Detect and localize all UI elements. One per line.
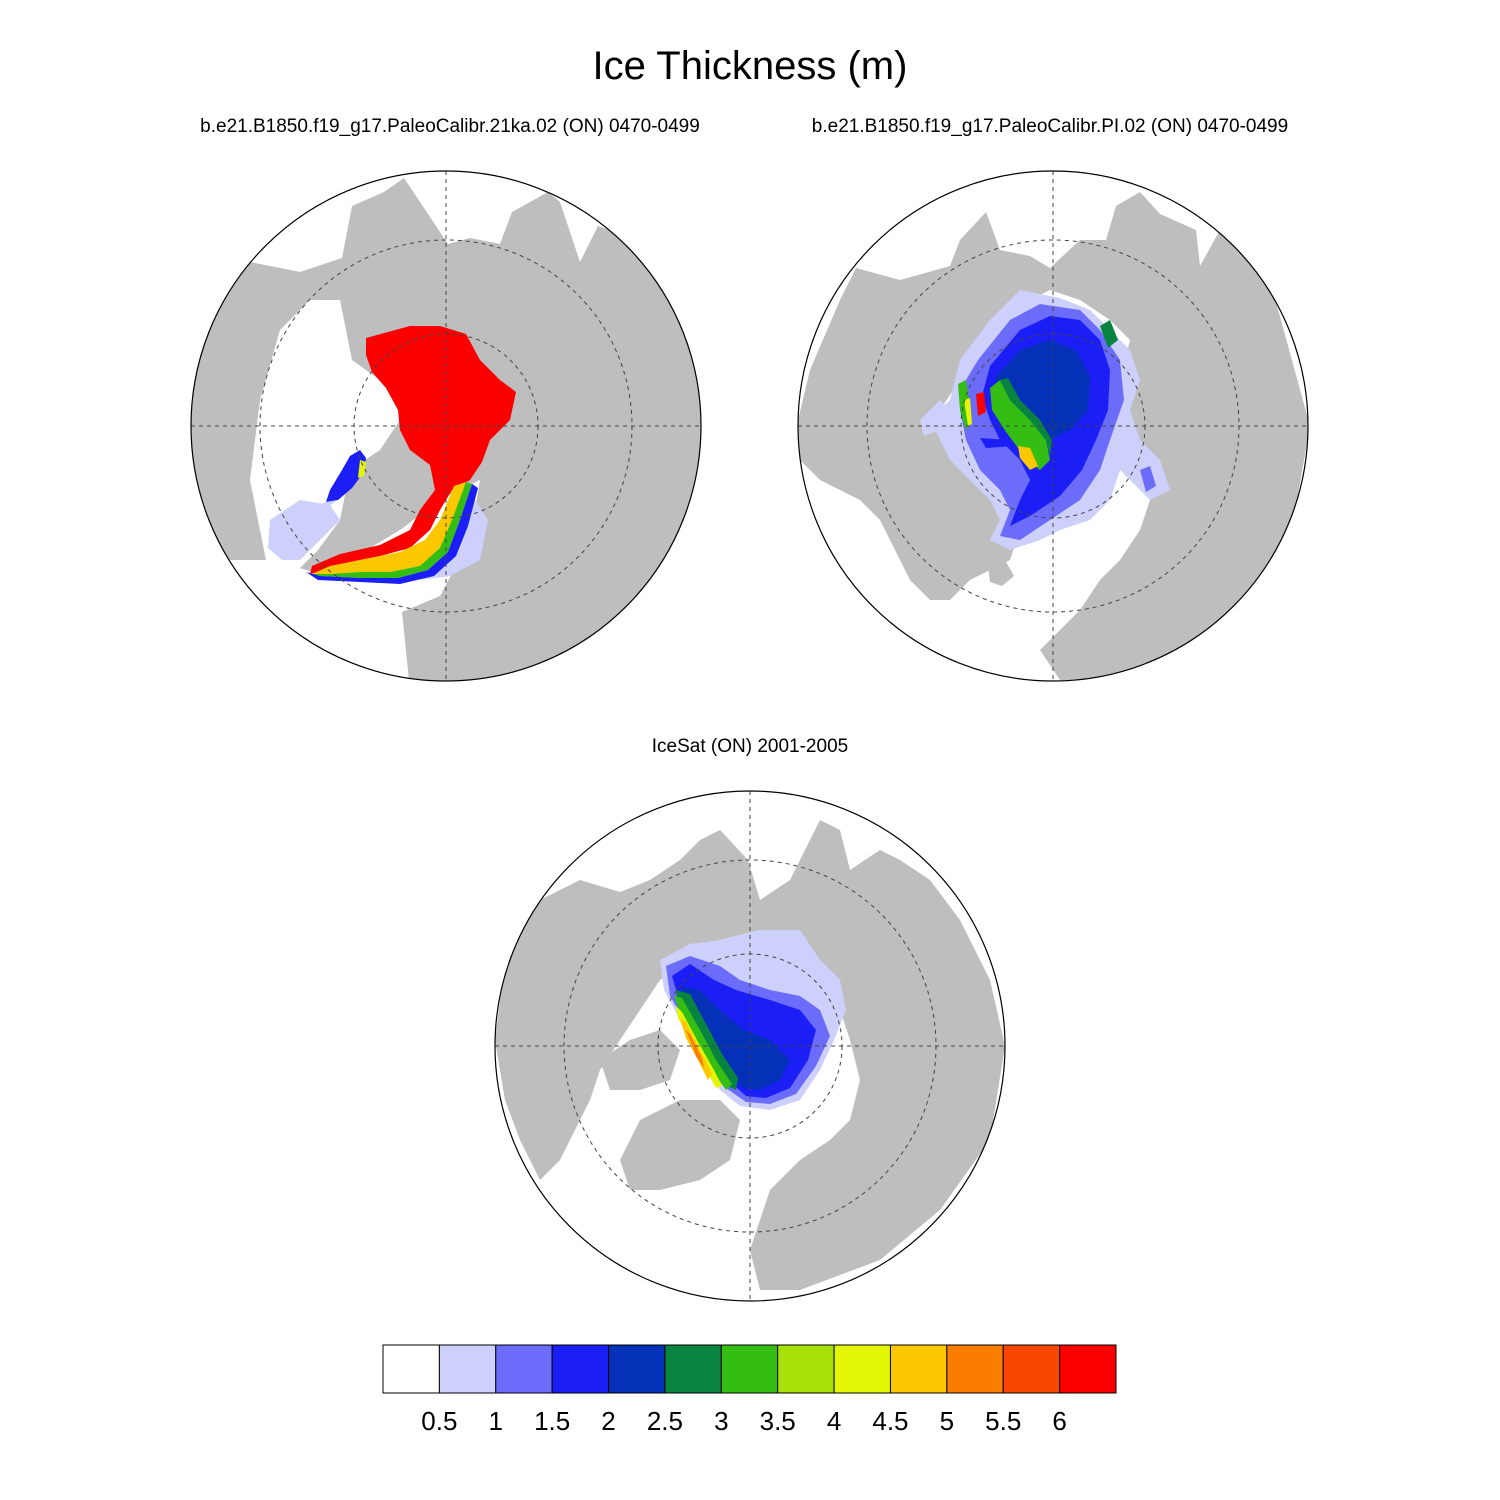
land-archipelago [600, 1030, 680, 1090]
map-panel-21ka [190, 170, 702, 682]
colorbar-swatch [720, 1344, 779, 1394]
colorbar: 0.5 1 1.5 2 2.5 3 3.5 4 4.5 5 5.5 6 [382, 1344, 1117, 1436]
colorbar-tick-label: 2 [601, 1406, 615, 1436]
map-panel-pi [797, 170, 1309, 682]
colorbar-swatch [495, 1344, 553, 1394]
ice-barents [1140, 466, 1156, 492]
colorbar-swatch [438, 1344, 497, 1394]
ice-edge-light [268, 500, 340, 560]
land-greenland [620, 1100, 740, 1190]
graticule [191, 171, 701, 681]
ice-lightgreen [674, 996, 732, 1090]
map-panel-icesat [494, 790, 1006, 1302]
colorbar-swatch [551, 1344, 610, 1394]
ice-darkgreen-fringe [1000, 378, 1052, 456]
ice-tongue-gradient [358, 460, 366, 478]
ice-darkorange [686, 1030, 704, 1068]
colorbar-swatch [608, 1344, 666, 1394]
ice-darkgreen-patch [1100, 320, 1118, 348]
ice-channel [964, 398, 972, 426]
colorbar-tick-label: 0.5 [421, 1406, 457, 1436]
ice-fringe-gradient [312, 482, 466, 574]
colorbar-tick-label: 6 [1052, 1406, 1066, 1436]
panel-title-21ka: b.e21.B1850.f19_g17.PaleoCalibr.21ka.02 … [200, 116, 700, 137]
panel-title-pi: b.e21.B1850.f19_g17.PaleoCalibr.PI.02 (O… [811, 116, 1289, 137]
map-border [494, 790, 1006, 1302]
colorbar-tick-label: 2.5 [647, 1406, 683, 1436]
ice-channel [976, 392, 986, 416]
colorbar-swatch [382, 1344, 440, 1394]
graticule [798, 171, 1308, 681]
map-border [797, 170, 1309, 682]
land-mass [495, 820, 1005, 1290]
ice-tongue-light [300, 500, 338, 520]
colorbar-swatch [1002, 1344, 1061, 1394]
colorbar-tick-label: 3.5 [760, 1406, 796, 1436]
ice-sheet-red [310, 326, 516, 574]
ice-channel [920, 400, 950, 436]
colorbar-swatch [664, 1344, 722, 1394]
colorbar-swatch [889, 1344, 948, 1394]
graticule [495, 791, 1005, 1301]
map-border [190, 170, 702, 682]
land-mass [798, 192, 1308, 681]
colorbar-tick-label: 3 [714, 1406, 728, 1436]
ice-green-fringe [990, 380, 1050, 470]
ice-darkblue [680, 986, 790, 1090]
colorbar-tick-label: 5 [940, 1406, 954, 1436]
ice-tongue-blue [326, 450, 366, 502]
colorbar-swatch [946, 1344, 1004, 1394]
panel-title-icesat: IceSat (ON) 2001-2005 [651, 736, 849, 757]
colorbar-swatch [777, 1344, 835, 1394]
land-iceland [988, 562, 1014, 586]
figure-title: Ice Thickness (m) [592, 44, 908, 88]
colorbar-tick-label: 1.5 [534, 1406, 570, 1436]
colorbar-swatch [1059, 1344, 1117, 1394]
colorbar-tick-label: 4.5 [872, 1406, 908, 1436]
colorbar-tick-label: 4 [827, 1406, 841, 1436]
colorbar-tick-label: 5.5 [985, 1406, 1021, 1436]
ice-yellow-fringe [1018, 446, 1038, 470]
ice-channel [980, 438, 1014, 448]
colorbar-tick-label: 1 [489, 1406, 503, 1436]
colorbar-swatch [833, 1344, 891, 1394]
